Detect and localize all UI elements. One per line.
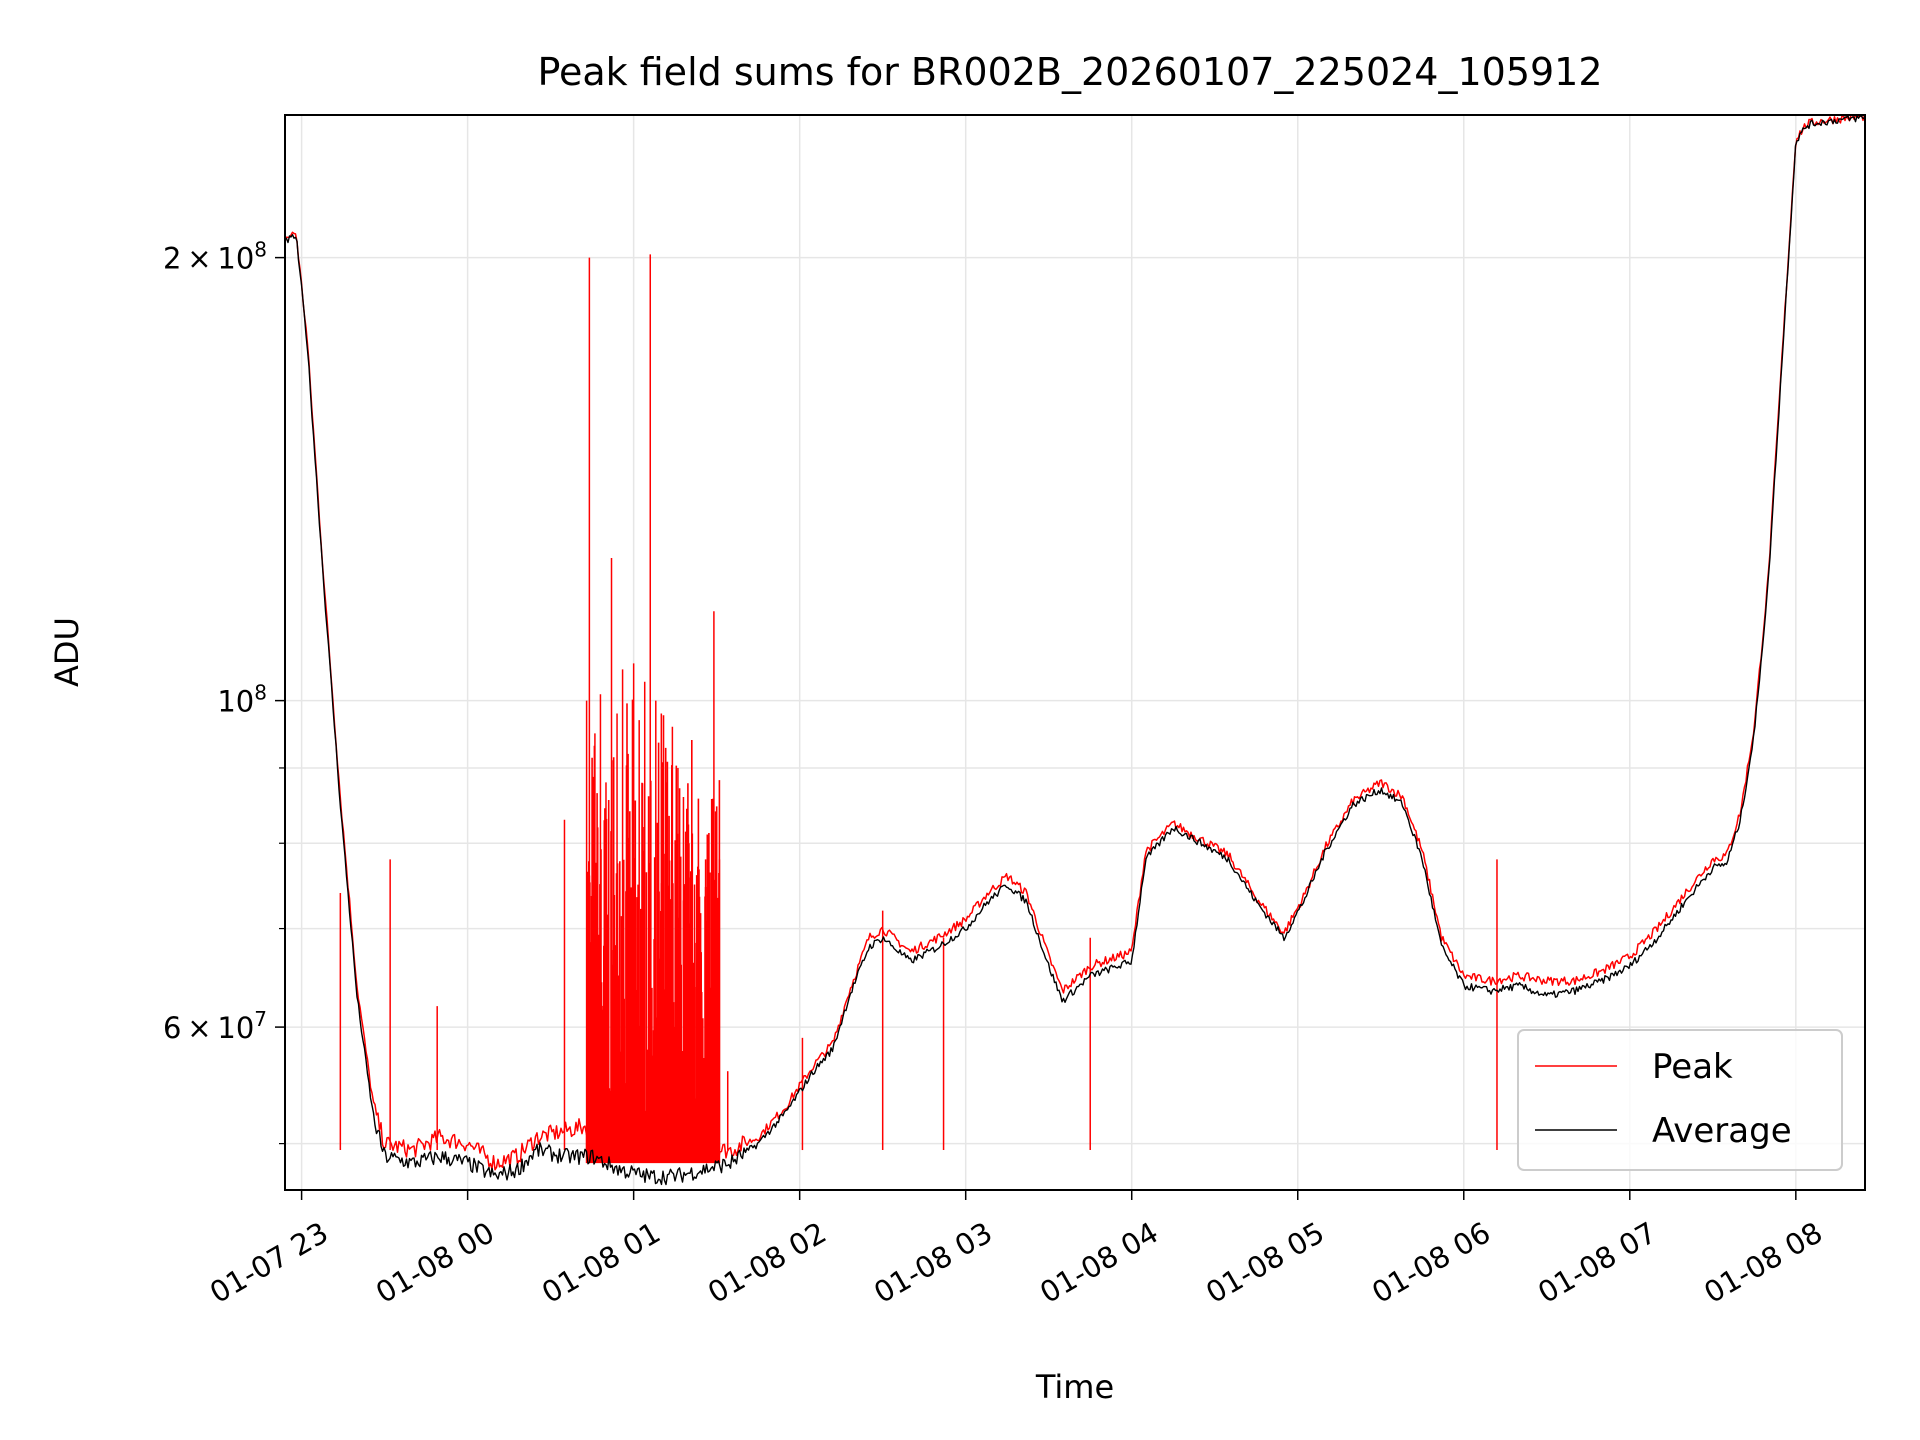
y-axis-label: ADU [48, 617, 86, 687]
plot-frame [284, 114, 1866, 1191]
y-tick-label: 6 × 107 [163, 1007, 267, 1045]
legend-average-label: Average [1652, 1111, 1792, 1151]
y-tick-label: 108 [217, 681, 267, 719]
y-tick-label: 2 × 108 [163, 238, 267, 276]
peak-series-line [284, 114, 1866, 1171]
legend-box [1517, 1029, 1843, 1171]
x-axis-label: Time [1035, 1368, 1114, 1406]
legend-peak-label: Peak [1652, 1047, 1733, 1087]
y-axis: 6 × 107 108 2 × 108 [163, 238, 285, 1145]
series-layer [284, 114, 1866, 1186]
chart-title: Peak field sums for BR002B_20260107_2250… [537, 50, 1602, 94]
legend: Peak Average [1517, 1029, 1843, 1171]
average-series-line [284, 115, 1865, 1186]
